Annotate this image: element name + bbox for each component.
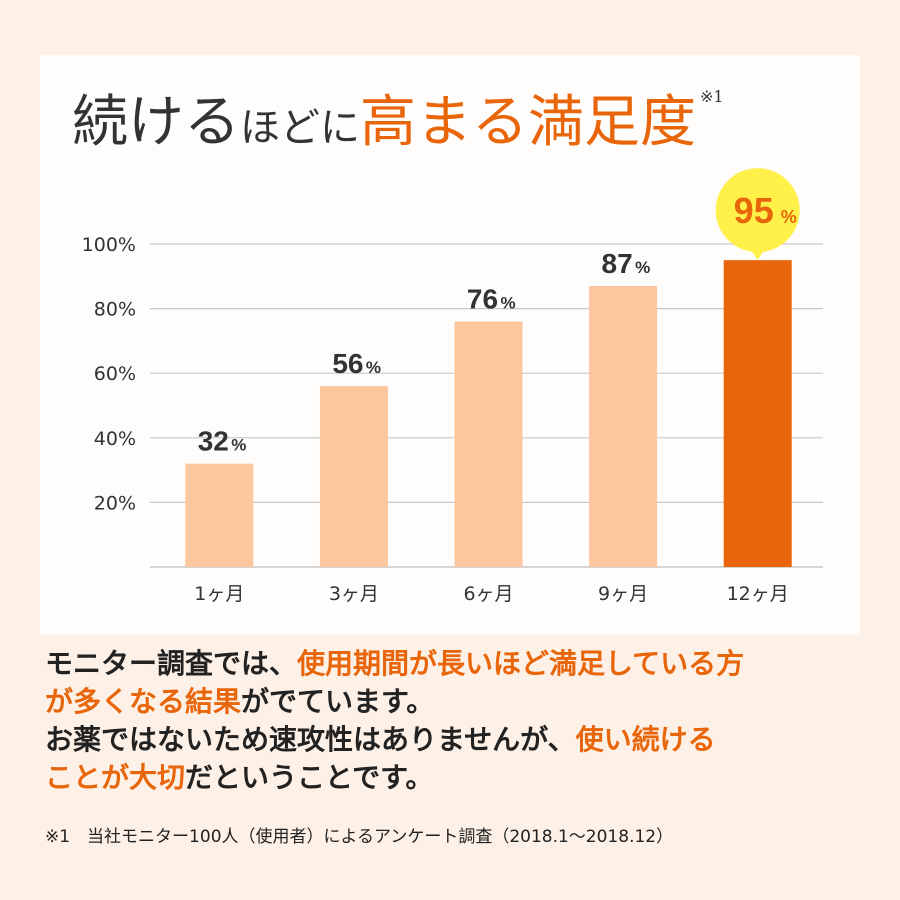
data-label: 95: [734, 190, 774, 231]
data-label-unit: %: [231, 436, 246, 455]
desc-line2-a: が多くなる結果: [45, 685, 242, 718]
data-label: 32: [198, 426, 229, 457]
x-tick-label: 9ヶ月: [598, 583, 648, 605]
desc-line4-a: ことが大切: [45, 761, 186, 794]
bar: [185, 463, 254, 567]
bar: [589, 285, 658, 567]
x-tick-label: 3ヶ月: [329, 583, 379, 605]
desc-line3-a: お薬ではないため速攻性はありませんが、: [45, 723, 576, 756]
data-label-unit: %: [635, 258, 650, 277]
title-part-2: ほどに: [240, 105, 360, 151]
bar: [723, 260, 792, 567]
highlight-bubble: [715, 168, 800, 253]
desc-line2-b: がでています。: [241, 685, 435, 718]
y-tick-label: 100%: [82, 234, 136, 256]
x-tick-label: 1ヶ月: [194, 583, 244, 605]
data-label-unit: %: [781, 207, 797, 227]
bar: [319, 386, 388, 567]
data-label: 87: [602, 248, 633, 279]
highlight-bubble-pointer: [748, 246, 767, 261]
description-text: モニター調査では、使用期間が長いほど満足している方 が多くなる結果がでています。…: [45, 645, 865, 797]
desc-line4-b: だということです。: [185, 761, 434, 794]
y-tick-label: 40%: [94, 428, 136, 450]
data-label-unit: %: [366, 358, 381, 377]
y-tick-label: 80%: [94, 299, 136, 321]
page-title: 続けるほどに高まる満足度 ※1: [72, 78, 724, 168]
data-label-unit: %: [501, 294, 516, 313]
chart-card: [40, 55, 860, 635]
x-tick-label: 12ヶ月: [727, 583, 789, 605]
data-label: 56: [332, 348, 363, 379]
bar: [454, 321, 523, 567]
x-tick-label: 6ヶ月: [463, 583, 513, 605]
title-part-1: 続ける: [72, 90, 240, 155]
title-note-mark: ※1: [700, 87, 724, 106]
y-tick-label: 60%: [94, 363, 136, 385]
desc-line1-b: 使用期間が長いほど満足している方: [297, 647, 745, 680]
y-tick-label: 20%: [94, 492, 136, 514]
data-label: 76: [467, 284, 498, 315]
title-part-3: 高まる満足度: [360, 90, 696, 155]
survey-footnote: ※1 当社モニター100人（使用者）によるアンケート調査（2018.1～2018…: [45, 827, 674, 847]
desc-line1-a: モニター調査では、: [45, 647, 298, 680]
desc-line3-b: 使い続ける: [575, 723, 716, 756]
